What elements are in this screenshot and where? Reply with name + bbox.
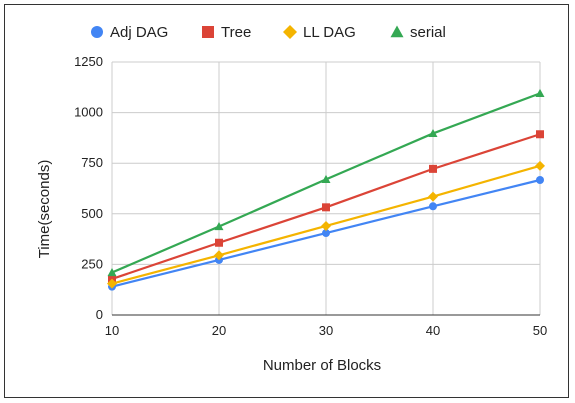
series-layer [107, 88, 545, 291]
legend-label-ll-dag: LL DAG [303, 24, 356, 41]
x-axis-title: Number of Blocks [263, 357, 381, 374]
series-serial [107, 88, 545, 277]
data-point-tree [429, 164, 437, 173]
legend-marker-tree [202, 26, 214, 38]
legend-item-adj-dag: Adj DAG [91, 24, 168, 41]
legend-marker-ll-dag [283, 25, 297, 39]
data-point-ll-dag [321, 220, 331, 231]
y-tick-label: 250 [81, 256, 103, 271]
x-tick-label: 30 [319, 323, 333, 338]
data-point-adj-dag [536, 175, 544, 184]
x-tick-label: 50 [533, 323, 547, 338]
legend-item-tree: Tree [202, 24, 251, 41]
data-point-adj-dag [322, 229, 330, 238]
data-point-tree [215, 238, 223, 247]
data-point-tree [322, 203, 330, 212]
data-point-serial [321, 174, 331, 183]
data-point-adj-dag [429, 202, 437, 211]
y-tick-label: 0 [96, 307, 103, 322]
y-tick-label: 1250 [74, 54, 103, 69]
y-tick-label: 1000 [74, 105, 103, 120]
data-point-tree [536, 130, 544, 139]
data-point-ll-dag [107, 278, 117, 289]
legend-item-serial: serial [390, 24, 446, 41]
legend-label-tree: Tree [221, 24, 251, 41]
chart-frame [4, 4, 569, 398]
data-point-serial [428, 128, 438, 138]
y-tick-label: 750 [81, 155, 103, 170]
x-tick-label: 40 [426, 323, 440, 338]
data-point-serial [107, 267, 117, 277]
legend-label-adj-dag: Adj DAG [110, 24, 168, 41]
x-tick-label: 10 [105, 323, 119, 338]
series-ll-dag [107, 160, 545, 289]
y-tick-label: 500 [81, 206, 103, 221]
data-point-ll-dag [428, 191, 438, 202]
legend-marker-adj-dag [91, 26, 103, 38]
data-point-serial [535, 88, 545, 97]
axes: 0 250 500 750 1000 1250 10 20 30 40 50 [74, 54, 547, 338]
data-point-ll-dag [535, 160, 545, 171]
legend-item-ll-dag: LL DAG [283, 24, 356, 41]
legend: Adj DAG Tree LL DAG serial [91, 24, 446, 41]
grid [111, 61, 541, 315]
legend-marker-serial [390, 25, 404, 38]
data-point-ll-dag [214, 250, 224, 261]
legend-label-serial: serial [410, 24, 446, 41]
x-tick-label: 20 [212, 323, 226, 338]
y-axis-title: Time(seconds) [36, 160, 53, 259]
data-point-serial [214, 222, 224, 231]
